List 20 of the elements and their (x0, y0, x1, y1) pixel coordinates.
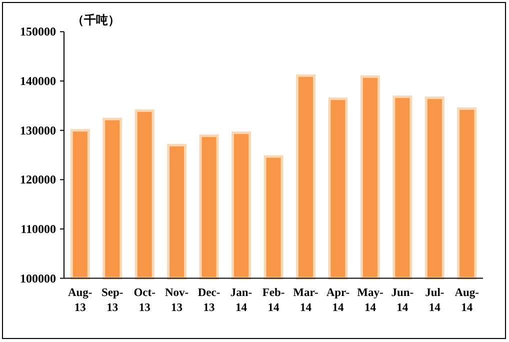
y-tick-label: 110000 (20, 222, 56, 236)
x-tick-label: Mar-14 (293, 287, 318, 314)
y-tick-label: 120000 (20, 172, 56, 187)
x-tick-label: Oct-13 (134, 287, 156, 314)
x-tick-label: Dec-13 (198, 287, 220, 314)
x-tick-label: Feb-14 (262, 287, 285, 314)
x-tick-label: Apr-14 (326, 287, 350, 314)
x-tick-label: Jun-14 (391, 287, 414, 314)
y-axis-title: （千吨） (72, 13, 120, 27)
y-tick-label: 150000 (20, 24, 56, 39)
y-tick-label: 100000 (20, 271, 56, 286)
x-tick-label: Sep-13 (101, 287, 124, 314)
y-tick-label: 140000 (20, 74, 56, 88)
y-tick-label: 130000 (20, 123, 56, 138)
x-tick-label: May-14 (357, 287, 384, 314)
x-tick-label: Jul-14 (425, 287, 444, 314)
x-tick-label: Nov-13 (164, 287, 189, 314)
x-tick-label: Aug-13 (68, 287, 92, 314)
x-tick-label: Jan-14 (230, 287, 252, 314)
x-tick-label: Aug-14 (454, 287, 480, 314)
